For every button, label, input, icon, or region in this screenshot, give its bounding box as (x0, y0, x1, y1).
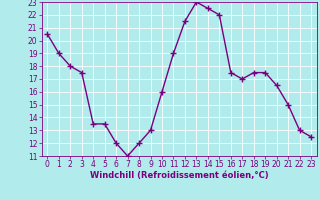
X-axis label: Windchill (Refroidissement éolien,°C): Windchill (Refroidissement éolien,°C) (90, 171, 268, 180)
